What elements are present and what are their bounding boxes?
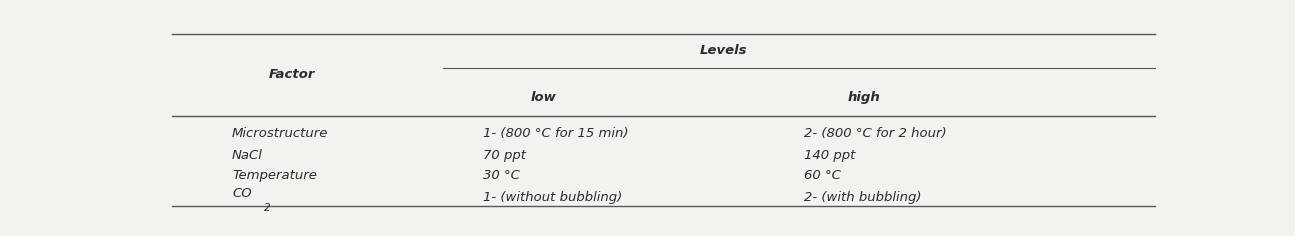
Text: Factor: Factor bbox=[269, 68, 316, 81]
Text: NaCl: NaCl bbox=[232, 149, 263, 162]
Text: high: high bbox=[848, 91, 881, 104]
Text: 1- (without bubbling): 1- (without bubbling) bbox=[483, 191, 623, 204]
Text: 30 °C: 30 °C bbox=[483, 169, 519, 182]
Text: 140 ppt: 140 ppt bbox=[804, 149, 856, 162]
Text: 70 ppt: 70 ppt bbox=[483, 149, 526, 162]
Text: CO: CO bbox=[232, 187, 251, 200]
Text: 2- (with bubbling): 2- (with bubbling) bbox=[804, 191, 922, 204]
Text: 60 °C: 60 °C bbox=[804, 169, 840, 182]
Text: Levels: Levels bbox=[701, 44, 747, 57]
Text: 2: 2 bbox=[264, 203, 271, 213]
Text: 2- (800 °C for 2 hour): 2- (800 °C for 2 hour) bbox=[804, 127, 947, 140]
Text: Microstructure: Microstructure bbox=[232, 127, 329, 140]
Text: 1- (800 °C for 15 min): 1- (800 °C for 15 min) bbox=[483, 127, 628, 140]
Text: Temperature: Temperature bbox=[232, 169, 317, 182]
Text: low: low bbox=[531, 91, 556, 104]
